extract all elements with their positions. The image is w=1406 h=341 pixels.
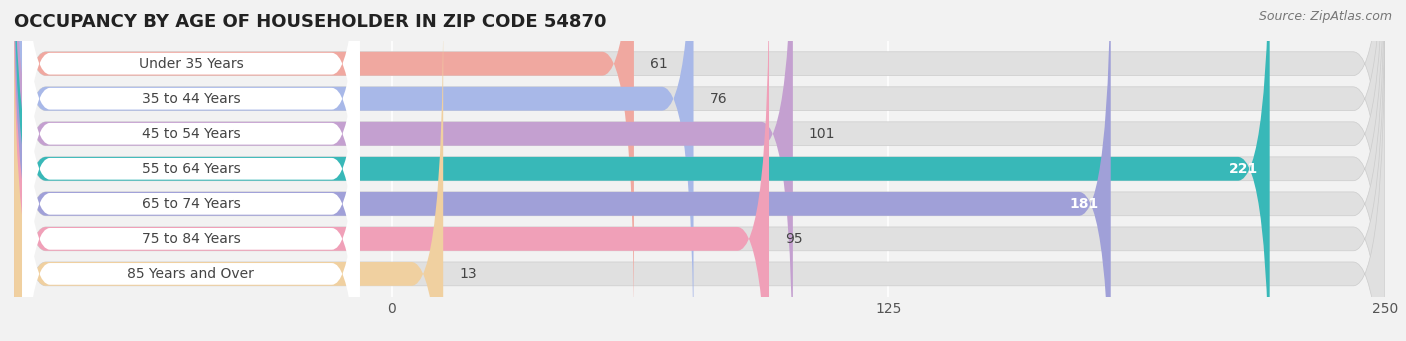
Text: Under 35 Years: Under 35 Years — [139, 57, 243, 71]
FancyBboxPatch shape — [14, 0, 1385, 341]
Text: 61: 61 — [650, 57, 668, 71]
FancyBboxPatch shape — [14, 5, 443, 341]
FancyBboxPatch shape — [22, 0, 360, 341]
Text: 85 Years and Over: 85 Years and Over — [128, 267, 254, 281]
FancyBboxPatch shape — [14, 5, 1385, 341]
Text: 101: 101 — [808, 127, 835, 141]
Text: 55 to 64 Years: 55 to 64 Years — [142, 162, 240, 176]
FancyBboxPatch shape — [14, 0, 769, 341]
FancyBboxPatch shape — [22, 40, 360, 341]
FancyBboxPatch shape — [14, 0, 693, 341]
Text: OCCUPANCY BY AGE OF HOUSEHOLDER IN ZIP CODE 54870: OCCUPANCY BY AGE OF HOUSEHOLDER IN ZIP C… — [14, 13, 606, 31]
Text: 13: 13 — [460, 267, 477, 281]
Text: 75 to 84 Years: 75 to 84 Years — [142, 232, 240, 246]
FancyBboxPatch shape — [14, 0, 1385, 341]
Text: 45 to 54 Years: 45 to 54 Years — [142, 127, 240, 141]
FancyBboxPatch shape — [14, 0, 1385, 341]
FancyBboxPatch shape — [14, 0, 1385, 341]
Text: 181: 181 — [1070, 197, 1099, 211]
FancyBboxPatch shape — [22, 0, 360, 341]
FancyBboxPatch shape — [14, 0, 1385, 341]
FancyBboxPatch shape — [22, 0, 360, 341]
Text: Source: ZipAtlas.com: Source: ZipAtlas.com — [1258, 10, 1392, 23]
FancyBboxPatch shape — [22, 0, 360, 298]
FancyBboxPatch shape — [14, 0, 1270, 341]
Text: 65 to 74 Years: 65 to 74 Years — [142, 197, 240, 211]
Text: 221: 221 — [1229, 162, 1258, 176]
FancyBboxPatch shape — [14, 0, 793, 341]
FancyBboxPatch shape — [14, 0, 634, 332]
Text: 35 to 44 Years: 35 to 44 Years — [142, 92, 240, 106]
Text: 76: 76 — [710, 92, 727, 106]
FancyBboxPatch shape — [14, 0, 1385, 332]
FancyBboxPatch shape — [14, 0, 1111, 341]
FancyBboxPatch shape — [22, 4, 360, 341]
FancyBboxPatch shape — [22, 0, 360, 333]
Text: 95: 95 — [785, 232, 803, 246]
